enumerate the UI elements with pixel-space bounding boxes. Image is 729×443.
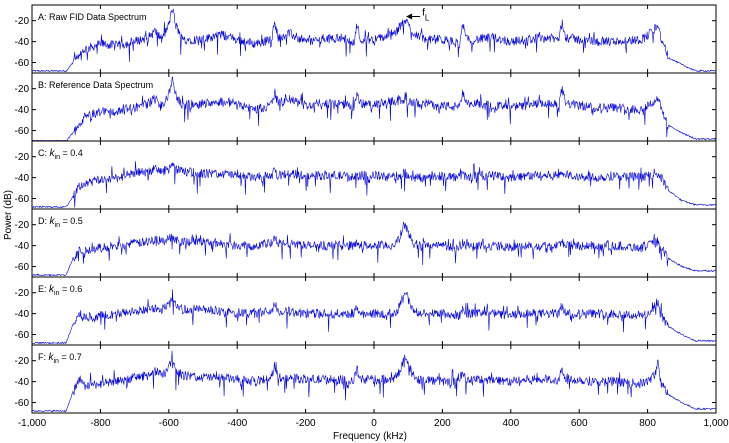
annotation-fL: fL xyxy=(406,8,430,23)
y-tick-label: -40 xyxy=(15,105,30,116)
x-tick-label: 1,000 xyxy=(703,418,728,429)
x-tick-label: -800 xyxy=(90,418,110,429)
y-tick-label: -40 xyxy=(15,37,30,48)
panels-layer: -20 -40 -60 A: Raw FID Data Spectrum fL -20 -4… xyxy=(15,4,717,414)
panel: -20 -40 -60 C: kin = 0.4 xyxy=(15,140,717,210)
panel: -20 -40 -60 F: kin = 0.7 xyxy=(15,344,717,414)
panel-label-suffix: = 0.6 xyxy=(59,284,82,294)
panel-label: D: kin = 0.5 xyxy=(38,216,83,229)
y-tick-label: -60 xyxy=(15,194,30,205)
panel-label-sub: in xyxy=(54,358,60,365)
panel: -20 -40 -60 E: kin = 0.6 xyxy=(15,276,717,346)
y-tick-label: -60 xyxy=(15,330,30,341)
panel-label: A: Raw FID Data Spectrum xyxy=(38,12,147,22)
series-line xyxy=(31,289,716,345)
panel-label-sub: in xyxy=(55,222,61,229)
annotation-arrow-head xyxy=(406,13,413,20)
x-tick-label: -1,000 xyxy=(18,418,47,429)
x-tick-label: 600 xyxy=(571,418,588,429)
y-tick-label: -20 xyxy=(15,84,30,95)
y-tick-label: -40 xyxy=(15,241,30,252)
series-line xyxy=(32,76,716,141)
panel-label-suffix: = 0.7 xyxy=(59,352,82,362)
x-tick-label: -200 xyxy=(296,418,316,429)
panel-label-suffix: Reference Data Spectrum xyxy=(49,80,153,90)
series-line xyxy=(31,8,716,73)
y-tick-label: -60 xyxy=(15,126,30,137)
y-tick-label: -20 xyxy=(15,16,30,27)
panel: -20 -40 -60 A: Raw FID Data Spectrum fL xyxy=(15,4,717,74)
panel-label: C: kin = 0.4 xyxy=(38,148,83,161)
panel-label: B: Reference Data Spectrum xyxy=(38,80,153,90)
y-tick-label: -20 xyxy=(15,356,30,367)
panel-frame xyxy=(31,208,717,278)
panel: -20 -40 -60 B: Reference Data Spectrum xyxy=(15,72,717,142)
y-tick-label: -40 xyxy=(15,377,30,388)
x-tick-label: 800 xyxy=(639,418,656,429)
panel: -20 -40 -60 D: kin = 0.5 xyxy=(15,208,717,278)
y-tick-label: -40 xyxy=(15,309,30,320)
x-tick-label: 0 xyxy=(371,418,377,429)
panel-label-suffix: Raw FID Data Spectrum xyxy=(49,12,147,22)
x-tick-label: 400 xyxy=(502,418,519,429)
panel-label-sub: in xyxy=(55,154,61,161)
panel-label-k: k xyxy=(50,148,56,159)
y-tick-label: -20 xyxy=(15,288,30,299)
x-axis: -1,000 -800 -600 -400 -200 0 200 400 600 800 1,000 xyxy=(18,418,729,429)
y-tick-label: -20 xyxy=(15,152,30,163)
y-tick-label: -60 xyxy=(15,262,30,273)
x-tick-label: 200 xyxy=(434,418,451,429)
y-tick-label: -20 xyxy=(15,220,30,231)
x-tick-label: -600 xyxy=(159,418,179,429)
y-axis-label: Power (dB) xyxy=(3,190,14,240)
panel-label-k: k xyxy=(49,284,55,295)
x-tick-label: -400 xyxy=(227,418,247,429)
y-tick-label: -40 xyxy=(15,173,30,184)
panel-label: E: kin = 0.6 xyxy=(38,284,82,297)
series-line xyxy=(31,221,716,277)
x-axis-label: Frequency (kHz) xyxy=(333,431,407,442)
y-tick-label: -60 xyxy=(15,398,30,409)
panel-label-k: k xyxy=(49,352,55,363)
annotation-text: fL xyxy=(422,8,430,23)
series-line xyxy=(31,161,716,209)
panel-label-k: k xyxy=(50,216,56,227)
panel-label-sub: in xyxy=(54,290,60,297)
panel-label-suffix: = 0.4 xyxy=(60,148,83,158)
y-tick-label: -60 xyxy=(15,58,30,69)
panel-label-suffix: = 0.5 xyxy=(60,216,83,226)
series-line xyxy=(31,350,716,413)
panel-label: F: kin = 0.7 xyxy=(38,352,82,365)
annotation-sub: L xyxy=(425,14,430,23)
